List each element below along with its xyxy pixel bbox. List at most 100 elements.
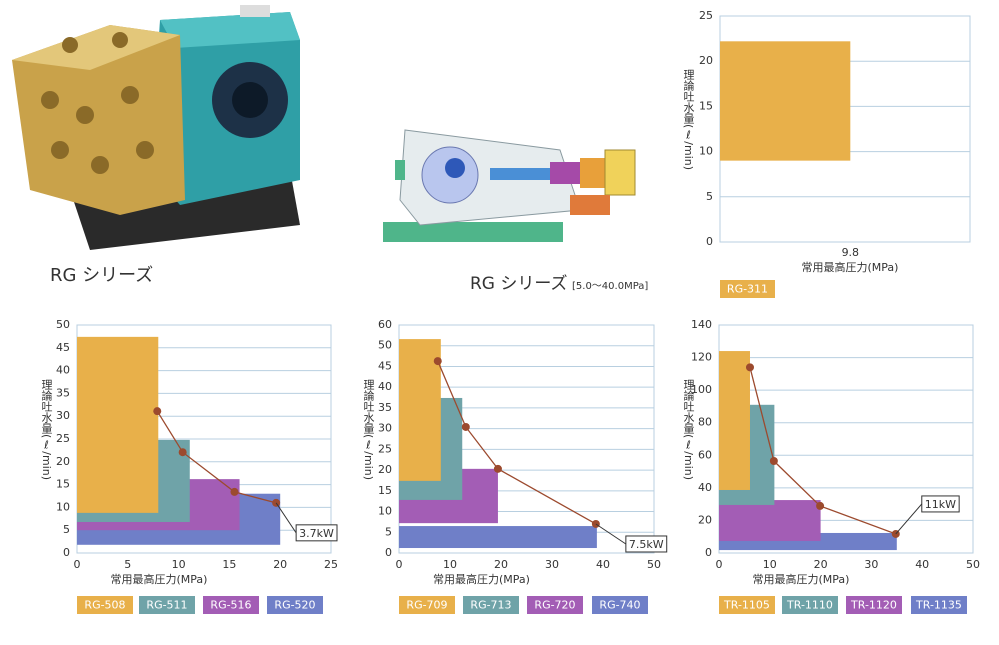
legend-label: TR-1105 [723, 599, 770, 612]
x-tick-label: 10 [763, 558, 777, 571]
y-tick-label: 0 [385, 546, 392, 559]
power-label-box [921, 495, 960, 513]
x-tick-label: 5 [124, 558, 131, 571]
x-tick-label: 10 [172, 558, 186, 571]
y-tick-label: 0 [63, 546, 70, 559]
chart: 0 5 10 15 20 25 30 35 40 45 50 0 5 10 15 20 25 RG-520 RG-5… [40, 318, 338, 614]
cutaway-diagram [383, 129, 636, 242]
x-tick-label: 40 [915, 558, 929, 571]
x-tick-label: 20 [273, 558, 287, 571]
chart: 0 5 10 15 20 25 9.8 RG-311 常用最高圧力(MPa) 理論吐水量(ℓ/mi… [682, 9, 971, 298]
legend-swatch [527, 596, 583, 614]
y-axis-label: 理論吐水量(ℓ/min) [682, 69, 695, 170]
power-label: 3.7kW [299, 527, 334, 540]
y-tick-label: 5 [706, 190, 713, 203]
x-tick-label: 0 [716, 558, 723, 571]
y-tick-label: 40 [378, 380, 392, 393]
y-tick-label: 10 [56, 500, 70, 513]
legend-swatch [203, 596, 259, 614]
legend-label: RG-508 [84, 599, 125, 612]
y-tick-label: 140 [691, 318, 712, 331]
leader-line [895, 503, 923, 535]
legend-swatch [846, 596, 902, 614]
diagram-range: [5.0～40.0MPa] [572, 281, 648, 292]
x-tick-label: 20 [494, 558, 508, 571]
y-tick-label: 15 [378, 484, 392, 497]
y-tick-label: 45 [378, 359, 392, 372]
y-tick-label: 50 [378, 339, 392, 352]
x-axis-label: 常用最高圧力(MPa) [753, 572, 850, 586]
x-tick-label: 50 [966, 558, 980, 571]
y-axis-label: 理論吐水量(ℓ/min) [40, 379, 53, 480]
range-bar [77, 336, 159, 513]
y-tick-label: 60 [378, 318, 392, 331]
y-tick-label: 5 [385, 525, 392, 538]
pump-photo [12, 5, 300, 250]
y-tick-label: 45 [56, 341, 70, 354]
y-tick-label: 25 [56, 432, 70, 445]
power-label-box [295, 524, 338, 542]
power-point [745, 363, 754, 372]
x-tick-label: 40 [596, 558, 610, 571]
y-tick-label: 20 [56, 455, 70, 468]
y-tick-label: 35 [56, 386, 70, 399]
x-axis-label: 常用最高圧力(MPa) [433, 572, 530, 586]
y-tick-label: 35 [378, 401, 392, 414]
y-tick-label: 50 [56, 318, 70, 331]
y-tick-label: 20 [698, 513, 712, 526]
range-bar [720, 41, 851, 161]
x-tick-label: 0 [74, 558, 81, 571]
leader-line [595, 523, 627, 545]
photo-caption: RG シリーズ [50, 265, 153, 286]
x-tick-label: 10 [443, 558, 457, 571]
legend-label: TR-1135 [915, 599, 962, 612]
power-point [816, 501, 825, 510]
range-bar [399, 339, 441, 481]
power-point [230, 487, 239, 496]
power-line [156, 410, 277, 504]
leader-line [275, 502, 297, 534]
power-point [769, 456, 778, 465]
chart: 0 20 40 60 80 100 120 140 0 10 20 30 40 50 TR-1135 TR-1… [682, 318, 980, 614]
legend-swatch [77, 596, 133, 614]
y-tick-label: 10 [378, 505, 392, 518]
y-tick-label: 25 [699, 9, 713, 22]
y-tick-label: 5 [63, 523, 70, 536]
legend-swatch [139, 596, 195, 614]
legend-label: RG-311 [727, 283, 768, 296]
legend-swatch [267, 596, 323, 614]
y-tick-label: 25 [378, 442, 392, 455]
legend-swatch [399, 596, 455, 614]
x-axis-label: 常用最高圧力(MPa) [802, 260, 899, 274]
power-point [461, 422, 470, 431]
x-tick-label: 15 [222, 558, 236, 571]
power-point [178, 448, 187, 457]
y-axis-label: 理論吐水量(ℓ/min) [362, 379, 375, 480]
legend-label: RG-720 [534, 599, 575, 612]
y-tick-label: 20 [378, 463, 392, 476]
power-point [153, 407, 162, 416]
y-tick-label: 40 [698, 481, 712, 494]
legend-swatch [592, 596, 648, 614]
y-tick-label: 20 [699, 54, 713, 67]
legend-label: RG-520 [274, 599, 315, 612]
x-tick-label: 20 [814, 558, 828, 571]
legend-swatch [911, 596, 967, 614]
range-bar [399, 526, 597, 549]
y-tick-label: 30 [56, 409, 70, 422]
y-tick-label: 40 [56, 364, 70, 377]
legend-label: RG-740 [599, 599, 640, 612]
legend-label: TR-1120 [850, 599, 897, 612]
legend-label: TR-1110 [786, 599, 833, 612]
x-tick-label: 30 [864, 558, 878, 571]
y-tick-label: 10 [699, 145, 713, 158]
x-tick-label: 9.8 [842, 246, 860, 259]
power-point [493, 464, 502, 473]
x-axis-label: 常用最高圧力(MPa) [111, 572, 208, 586]
y-tick-label: 60 [698, 448, 712, 461]
chart: 0 5 10 15 20 25 30 35 40 45 50 60 0 10 20 30 40 50 RG-740 R… [362, 318, 668, 614]
legend-label: RG-709 [406, 599, 447, 612]
x-tick-label: 30 [545, 558, 559, 571]
